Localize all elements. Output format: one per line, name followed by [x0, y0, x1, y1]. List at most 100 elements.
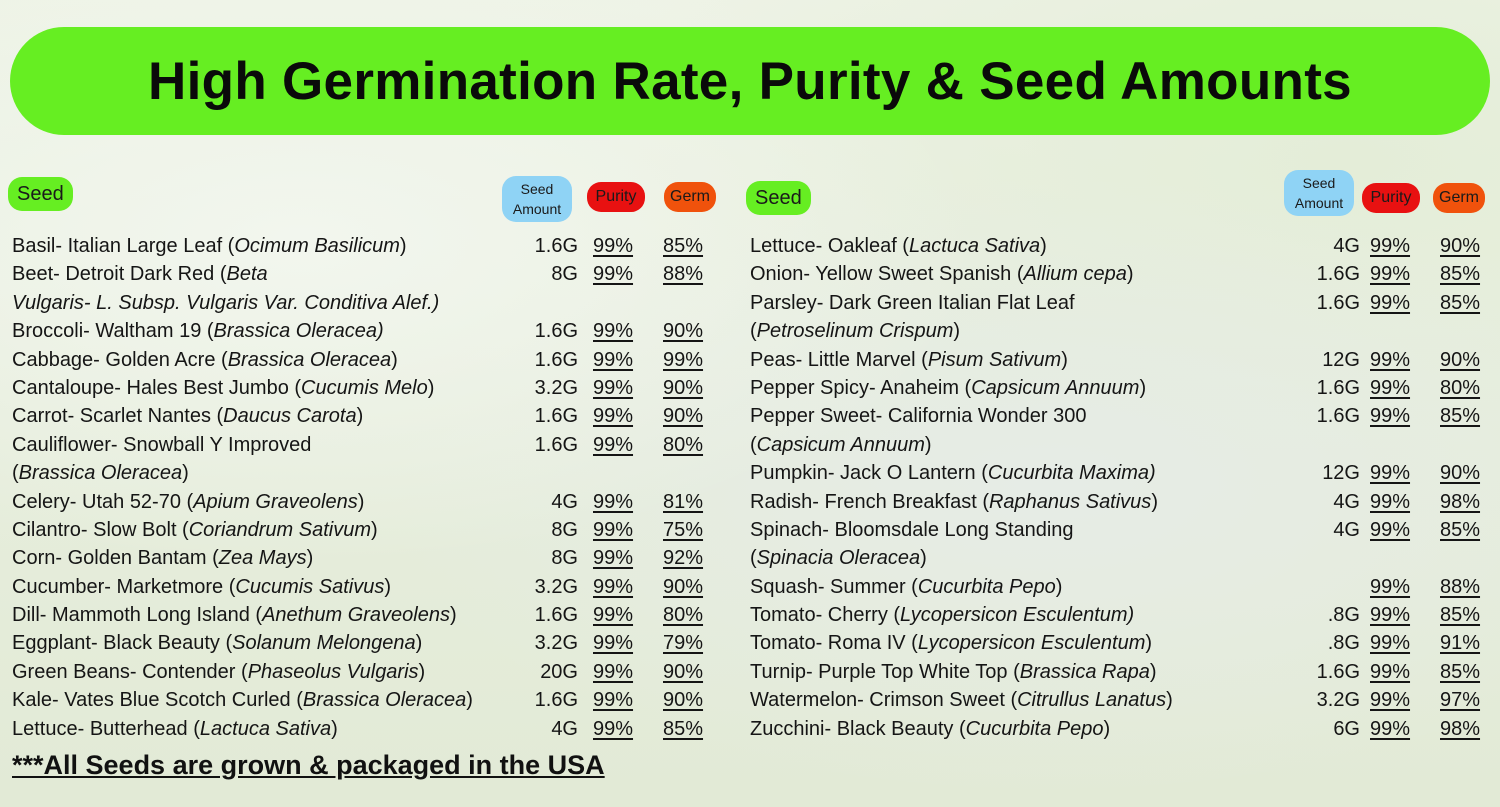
seed-amount: 1.6G	[1316, 660, 1360, 683]
table-row: Eggplant- Black Beauty (Solanum Melongen…	[12, 629, 712, 657]
purity-value: 99%	[1370, 490, 1411, 513]
scientific-name: Capsicum Annuum	[971, 376, 1140, 399]
table-row: Spinach- Bloomsdale Long Standing 4G 99% 85…	[750, 516, 1490, 544]
scientific-name: Lycopersicon Esculentum)	[900, 604, 1135, 627]
scientific-name: Citrullus Lanatus	[1017, 689, 1167, 712]
common-name: )	[1166, 689, 1173, 712]
common-name: Basil- Italian Large Leaf (	[12, 235, 235, 257]
seed-name: Peas- Little Marvel (Pisum Sativum)	[750, 349, 1068, 371]
common-name: )	[418, 660, 426, 683]
purity-value: 99%	[1370, 717, 1411, 740]
purity-value: 99%	[1370, 660, 1411, 683]
common-name: )	[415, 632, 423, 655]
common-name: (	[750, 547, 757, 570]
table-row: Celery- Utah 52-70 (Apium Graveolens) 4G 9…	[12, 488, 712, 516]
scientific-name: Allium cepa	[1023, 263, 1127, 286]
seed-name: Parsley- Dark Green Italian Flat Leaf	[750, 292, 1075, 314]
seed-name: Watermelon- Crimson Sweet (Citrullus Lan…	[750, 689, 1173, 711]
germ-value: 90%	[663, 376, 704, 399]
seed-amount: 1.6G	[534, 235, 578, 257]
common-name: )	[1145, 632, 1153, 655]
seed-amount: 8G	[551, 547, 578, 570]
common-name: (	[12, 462, 19, 485]
seed-name: (Capsicum Annuum)	[750, 434, 932, 456]
germ-value: 90%	[663, 660, 704, 683]
purity-value: 99%	[1370, 575, 1411, 598]
common-name: )	[356, 405, 364, 428]
seed-amount: 8G	[551, 263, 578, 286]
seed-amount: 1.6G	[1316, 263, 1360, 286]
seed-amount: 3.2G	[534, 632, 578, 655]
seed-amount: 4G	[1333, 490, 1360, 513]
seed-name: Zucchini- Black Beauty (Cucurbita Pepo)	[750, 718, 1110, 740]
footer-note: ***All Seeds are grown & packaged in the…	[12, 750, 605, 780]
purity-value: 99%	[593, 490, 634, 513]
scientific-name: Brassica Oleracea)	[213, 320, 384, 343]
scientific-name: Cucumis Sativus	[235, 575, 385, 598]
seed-name: Cauliflower- Snowball Y Improved	[12, 434, 311, 456]
common-name: Pumpkin- Jack O Lantern (	[750, 462, 988, 485]
common-name: Turnip- Purple Top White Top (	[750, 660, 1020, 683]
seed-name: Cantaloupe- Hales Best Jumbo (Cucumis Me…	[12, 377, 434, 399]
common-name: Peas- Little Marvel (	[750, 348, 928, 371]
common-name: (	[750, 433, 757, 456]
scientific-name: Brassica Oleracea	[227, 348, 392, 371]
seed-name: Vulgaris- L. Subsp. Vulgaris Var. Condit…	[12, 292, 439, 314]
purity-value: 99%	[1370, 632, 1411, 655]
seed-name: Pepper Spicy- Anaheim (Capsicum Annuum)	[750, 377, 1146, 399]
table-row: Pepper Sweet- California Wonder 300 1.6G 9…	[750, 402, 1490, 430]
seed-amount: 12G	[1322, 462, 1360, 485]
common-name: )	[449, 604, 457, 627]
seed-name: Broccoli- Waltham 19 (Brassica Oleracea)	[12, 320, 384, 342]
table-row-continuation: (Capsicum Annuum)	[750, 431, 1490, 459]
germ-value: 99%	[663, 348, 704, 371]
germ-value: 81%	[663, 490, 704, 513]
title-banner: High Germination Rate, Purity & Seed Amo…	[10, 27, 1490, 135]
seed-amount: 12G	[1322, 348, 1360, 371]
germ-value: 80%	[663, 604, 704, 627]
amount-header-left: Seed Amount	[502, 176, 572, 222]
purity-value: 99%	[593, 263, 634, 286]
germ-value: 85%	[663, 235, 704, 257]
seed-name: Cilantro- Slow Bolt (Coriandrum Sativum)	[12, 519, 378, 541]
germ-value: 90%	[663, 575, 704, 598]
purity-value: 99%	[1370, 462, 1411, 485]
table-row: Broccoli- Waltham 19 (Brassica Oleracea)…	[12, 317, 712, 345]
common-name: Celery- Utah 52-70 (	[12, 490, 194, 513]
seed-amount: 1.6G	[534, 433, 578, 456]
germ-value: 85%	[663, 717, 704, 740]
seed-amount: 1.6G	[534, 604, 578, 627]
seed-amount: 3.2G	[534, 575, 578, 598]
purity-value: 99%	[1370, 376, 1411, 399]
common-name: )	[1055, 575, 1063, 598]
germ-value: 80%	[1440, 376, 1481, 399]
scientific-name: Lactuca Sativa	[199, 717, 332, 740]
table-row: Cabbage- Golden Acre (Brassica Oleracea)…	[12, 346, 712, 374]
seed-name: Tomato- Cherry (Lycopersicon Esculentum)	[750, 604, 1134, 626]
table-row: Cucumber- Marketmore (Cucumis Sativus) 3.…	[12, 573, 712, 601]
scientific-name: Apium Graveolens	[193, 490, 358, 513]
common-name: Pepper Spicy- Anaheim (	[750, 376, 972, 399]
seed-amount: 4G	[551, 490, 578, 513]
germ-value: 98%	[1440, 490, 1481, 513]
common-name: )	[357, 490, 365, 513]
seed-amount: 1.6G	[1316, 405, 1360, 428]
table-row: Parsley- Dark Green Italian Flat Leaf 1.6…	[750, 289, 1490, 317]
purity-header-left: Purity	[587, 182, 645, 212]
purity-value: 99%	[593, 235, 634, 257]
seed-name: Tomato- Roma IV (Lycopersicon Esculentum…	[750, 632, 1152, 654]
common-name: Parsley- Dark Green Italian Flat Leaf	[750, 291, 1075, 314]
germ-value: 88%	[663, 263, 704, 286]
seed-name: Kale- Vates Blue Scotch Curled (Brassica…	[12, 689, 473, 711]
seed-name: Eggplant- Black Beauty (Solanum Melongen…	[12, 632, 422, 654]
table-row: Tomato- Roma IV (Lycopersicon Esculentum…	[750, 629, 1490, 657]
scientific-name: Anethum Graveolens	[262, 604, 450, 627]
table-row: Corn- Golden Bantam (Zea Mays) 8G 99% 92%	[12, 544, 712, 572]
seed-name: Radish- French Breakfast (Raphanus Sativ…	[750, 491, 1158, 513]
scientific-name: Cucurbita Pepo	[917, 575, 1056, 598]
purity-value: 99%	[593, 376, 634, 399]
table-row: Green Beans- Contender (Phaseolus Vulgar…	[12, 658, 712, 686]
scientific-name: Solanum Melongena	[232, 632, 416, 655]
common-name: )	[1061, 348, 1068, 371]
purity-value: 99%	[1370, 604, 1411, 627]
